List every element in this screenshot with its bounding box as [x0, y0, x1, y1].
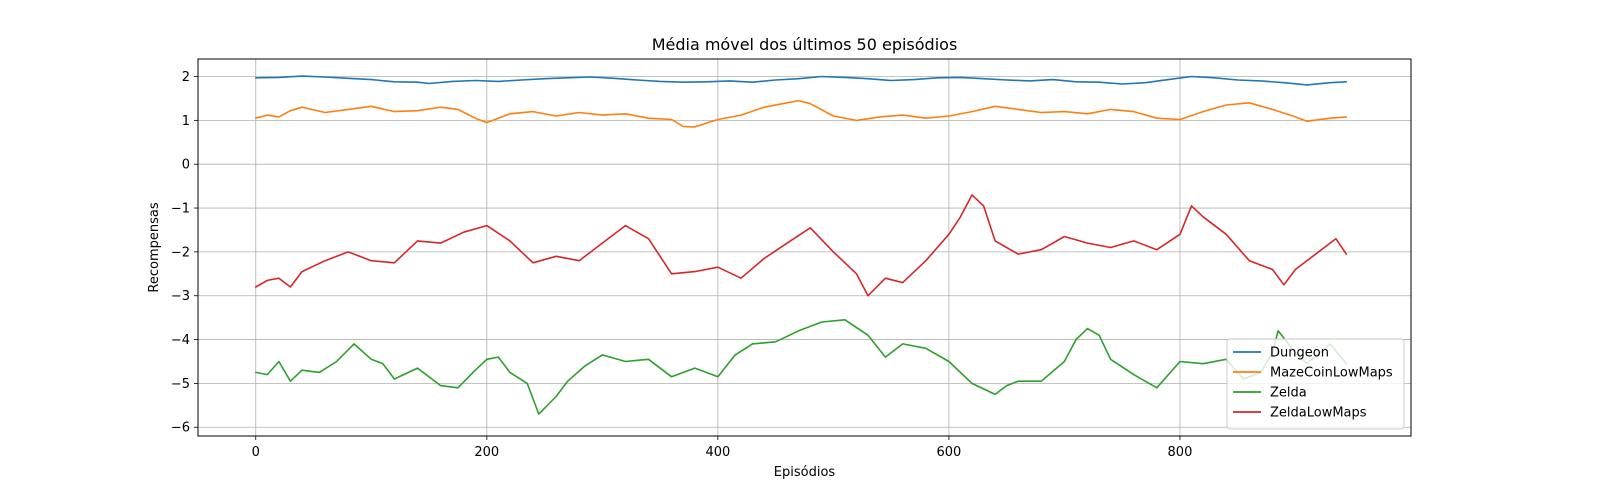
x-tick-label: 400	[705, 445, 730, 460]
x-axis-label: Episódios	[774, 465, 836, 480]
series-line-zeldalowmaps	[255, 194, 1348, 297]
y-tick-label: 0	[182, 158, 190, 173]
y-tick-label: −5	[171, 377, 190, 392]
y-tick-label: −6	[171, 421, 190, 436]
legend-label: Zelda	[1270, 386, 1307, 401]
legend: Dungeon MazeCoinLowMaps Zelda ZeldaLowMaps	[1226, 338, 1405, 430]
y-tick-label: −4	[171, 333, 190, 348]
legend-label: MazeCoinLowMaps	[1270, 366, 1393, 381]
chart-title: Média móvel dos últimos 50 episódios	[652, 35, 958, 54]
legend-label: Dungeon	[1270, 346, 1329, 361]
axes-frame	[197, 58, 1412, 437]
x-tick-label: 200	[474, 445, 499, 460]
legend-box	[1226, 338, 1405, 430]
x-tick-label: 800	[1168, 445, 1193, 460]
series-line-zelda	[255, 318, 1348, 415]
y-tick-label: −2	[171, 245, 190, 260]
x-tick-label: 600	[936, 445, 961, 460]
grid	[198, 59, 1411, 436]
legend-label: ZeldaLowMaps	[1270, 406, 1367, 421]
plot-area	[255, 75, 1348, 415]
x-tick-label: 0	[252, 445, 260, 460]
series-line-dungeon	[255, 75, 1348, 86]
y-tick-label: 1	[182, 114, 190, 129]
ticks: 0 200 400 600 800 −6 −5 −4 −3 −2 −1 0 1 2	[171, 70, 1193, 460]
series-line-mazecoinlowmaps	[255, 99, 1348, 128]
y-tick-label: 2	[182, 70, 190, 85]
y-axis-label: Recompensas	[147, 202, 162, 292]
y-tick-label: −3	[171, 289, 190, 304]
y-tick-label: −1	[171, 202, 190, 217]
